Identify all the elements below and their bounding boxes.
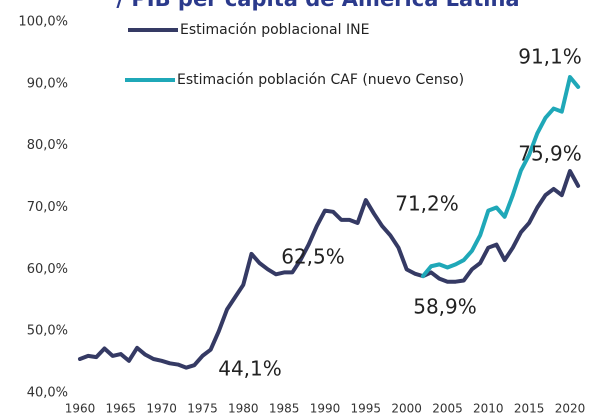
annotation: 91,1% — [518, 45, 582, 69]
y-tick-label: 90,0% — [27, 76, 68, 91]
x-tick-label: 1975 — [187, 402, 218, 416]
x-tick-label: 1970 — [146, 402, 177, 416]
x-tick-label: 1980 — [228, 402, 259, 416]
line-series — [77, 169, 581, 370]
legend-label: Estimación población CAF (nuevo Censo) — [177, 72, 464, 88]
x-tick-label: 1985 — [269, 402, 300, 416]
y-tick-label: 80,0% — [27, 138, 68, 153]
x-tick-label: 2005 — [432, 402, 463, 416]
x-tick-label: 1990 — [310, 402, 341, 416]
annotation: 62,5% — [281, 245, 345, 269]
x-tick-label: 2000 — [391, 402, 422, 416]
annotation: 58,9% — [413, 295, 477, 319]
y-tick-label: 40,0% — [27, 386, 68, 401]
annotation: 44,1% — [218, 357, 282, 381]
legend-label: Estimación poblacional INE — [180, 22, 369, 38]
x-tick-label: 2020 — [555, 402, 586, 416]
x-tick-label: 2015 — [514, 402, 545, 416]
x-tick-label: 1965 — [106, 402, 137, 416]
y-tick-label: 60,0% — [27, 262, 68, 277]
annotation: 71,2% — [395, 192, 459, 216]
y-tick-label: 50,0% — [27, 324, 68, 339]
y-tick-label: 100,0% — [18, 15, 68, 30]
annotation: 75,9% — [518, 142, 582, 166]
line-series — [420, 75, 581, 279]
chart-title: / PIB per cápita de América Latina — [116, 0, 519, 11]
x-tick-label: 1960 — [65, 402, 96, 416]
x-tick-label: 1995 — [351, 402, 382, 416]
y-tick-label: 70,0% — [27, 200, 68, 215]
x-tick-label: 2010 — [473, 402, 504, 416]
